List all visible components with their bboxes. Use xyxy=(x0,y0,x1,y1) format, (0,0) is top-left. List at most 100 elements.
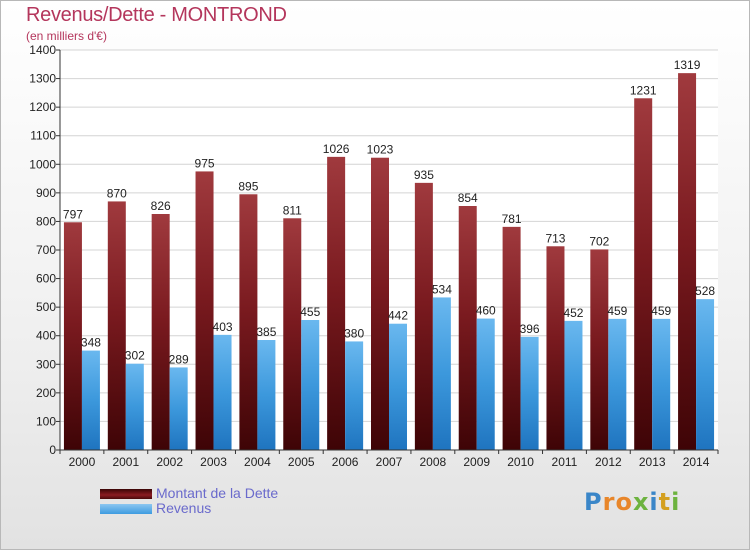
bar-revenus xyxy=(652,318,671,450)
bar-dette xyxy=(327,156,346,450)
value-label-revenus: 459 xyxy=(651,304,671,318)
value-label-revenus: 452 xyxy=(563,306,583,320)
value-label-dette: 1231 xyxy=(630,83,657,97)
bar-dette xyxy=(634,98,653,451)
y-tick-label: 400 xyxy=(36,329,56,343)
value-label-dette: 1026 xyxy=(323,142,350,156)
chart-title: Revenus/Dette - MONTROND xyxy=(26,4,287,26)
value-label-dette: 811 xyxy=(283,203,302,217)
x-tick-label: 2003 xyxy=(200,455,227,469)
logo-letter: P xyxy=(584,488,603,516)
logo-letter: x xyxy=(632,488,650,516)
bar-dette xyxy=(414,182,433,450)
chart-subtitle: (en milliers d'€) xyxy=(26,29,107,43)
logo-letter: t xyxy=(658,488,672,516)
bar-dette xyxy=(239,194,258,450)
bar-revenus xyxy=(608,318,627,450)
bar-dette xyxy=(590,249,609,450)
bar-dette xyxy=(546,246,565,450)
value-label-dette: 797 xyxy=(63,207,83,221)
value-label-revenus: 380 xyxy=(344,326,364,340)
bar-revenus xyxy=(125,363,144,450)
value-label-dette: 826 xyxy=(151,199,171,213)
bar-dette xyxy=(371,157,389,450)
bar-dette xyxy=(502,226,521,450)
x-tick-label: 2004 xyxy=(244,455,271,469)
value-label-revenus: 385 xyxy=(256,325,276,339)
x-tick-label: 2001 xyxy=(112,455,139,469)
x-tick-label: 2008 xyxy=(420,455,447,469)
x-tick-label: 2014 xyxy=(683,455,710,469)
x-tick-label: 2009 xyxy=(463,455,490,469)
x-tick-label: 2000 xyxy=(69,455,96,469)
bar-revenus xyxy=(213,334,232,450)
proxiti-logo: Proxiti xyxy=(584,488,680,516)
bar-dette xyxy=(63,222,82,450)
y-tick-label: 1200 xyxy=(29,100,56,114)
logo-letter: i xyxy=(649,488,659,516)
bar-dette xyxy=(678,73,697,451)
y-tick-label: 1000 xyxy=(29,157,56,171)
bar-revenus xyxy=(301,320,320,450)
value-label-dette: 1023 xyxy=(367,143,394,157)
value-label-revenus: 459 xyxy=(607,304,627,318)
bar-revenus xyxy=(389,323,407,450)
bar-revenus xyxy=(345,341,364,450)
logo-letter: o xyxy=(615,488,633,516)
logo-letter: i xyxy=(671,488,681,516)
value-label-revenus: 455 xyxy=(300,305,320,319)
x-tick-label: 2005 xyxy=(288,455,315,469)
y-tick-label: 300 xyxy=(36,357,56,371)
y-tick-label: 500 xyxy=(36,300,56,314)
bar-dette xyxy=(283,218,302,450)
y-tick-label: 200 xyxy=(36,386,56,400)
logo-letter: r xyxy=(602,488,616,516)
value-label-revenus: 302 xyxy=(125,349,145,363)
y-tick-label: 0 xyxy=(49,443,56,457)
bar-dette xyxy=(458,206,477,450)
y-tick-label: 600 xyxy=(36,272,56,286)
bar-revenus xyxy=(696,299,715,450)
value-label-dette: 895 xyxy=(238,179,258,193)
bar-dette xyxy=(195,171,214,450)
y-tick-label: 800 xyxy=(36,214,56,228)
value-label-revenus: 396 xyxy=(520,322,540,336)
value-label-dette: 713 xyxy=(545,231,565,245)
y-tick-label: 900 xyxy=(36,186,56,200)
x-tick-label: 2002 xyxy=(156,455,183,469)
y-tick-label: 1400 xyxy=(29,43,56,57)
x-tick-label: 2010 xyxy=(507,455,534,469)
value-label-dette: 1319 xyxy=(674,58,701,72)
bar-revenus xyxy=(257,340,276,450)
legend-swatch-revenus xyxy=(100,504,152,514)
x-tick-label: 2012 xyxy=(595,455,622,469)
legend-swatch-dette xyxy=(100,489,152,499)
value-label-revenus: 442 xyxy=(388,309,408,323)
value-label-revenus: 289 xyxy=(169,352,189,366)
bar-revenus xyxy=(169,367,188,450)
value-label-dette: 935 xyxy=(414,168,434,182)
bar-revenus xyxy=(564,320,583,450)
bar-revenus xyxy=(520,336,539,450)
legend-label-revenus: Revenus xyxy=(156,500,212,516)
x-tick-label: 2013 xyxy=(639,455,666,469)
value-label-dette: 854 xyxy=(458,191,478,205)
legend-label-dette: Montant de la Dette xyxy=(156,485,279,501)
value-label-dette: 870 xyxy=(107,186,127,200)
x-tick-label: 2006 xyxy=(332,455,359,469)
value-label-revenus: 534 xyxy=(432,282,452,296)
x-tick-label: 2011 xyxy=(552,455,578,469)
value-label-dette: 702 xyxy=(589,234,609,248)
bar-revenus xyxy=(432,297,451,450)
bar-revenus xyxy=(476,318,495,450)
value-label-revenus: 348 xyxy=(81,336,101,350)
value-label-revenus: 460 xyxy=(476,304,496,318)
bar-revenus xyxy=(81,350,100,450)
value-label-dette: 781 xyxy=(502,212,522,226)
y-tick-label: 700 xyxy=(36,243,56,257)
value-label-revenus: 528 xyxy=(695,284,715,298)
y-tick-label: 1300 xyxy=(29,72,56,86)
bar-dette xyxy=(151,214,170,450)
bar-dette xyxy=(107,201,126,450)
